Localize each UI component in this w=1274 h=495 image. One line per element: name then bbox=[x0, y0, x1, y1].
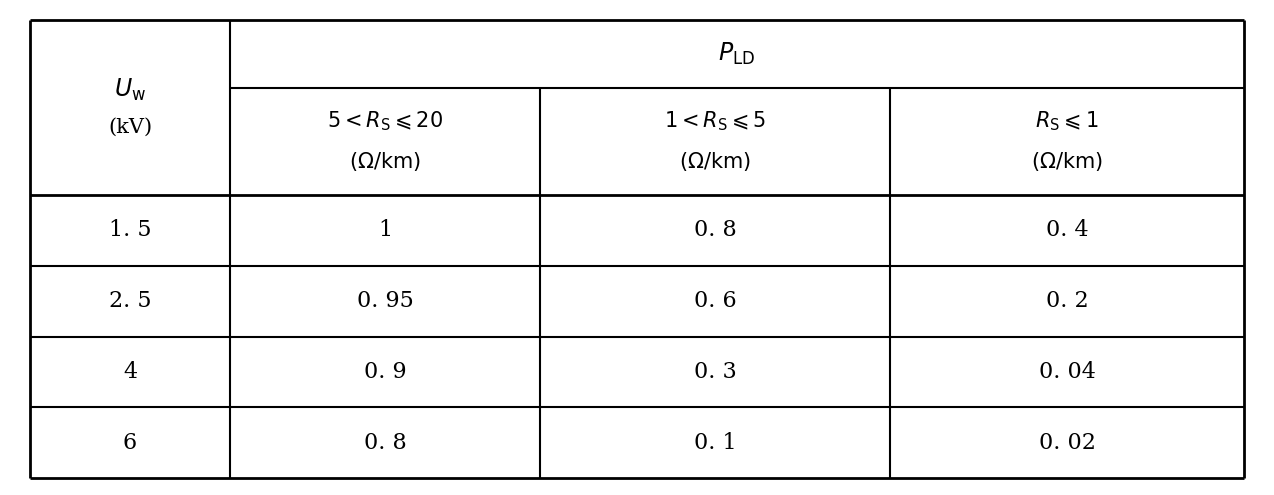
Text: 1: 1 bbox=[378, 219, 392, 242]
Text: 4: 4 bbox=[122, 361, 138, 383]
Text: $R_{\rm S}{\leqslant}1$: $R_{\rm S}{\leqslant}1$ bbox=[1036, 110, 1098, 133]
Text: 0. 8: 0. 8 bbox=[363, 432, 406, 453]
Text: 0. 02: 0. 02 bbox=[1038, 432, 1096, 453]
Text: 6: 6 bbox=[122, 432, 138, 453]
Text: $1{<}R_{\rm S}{\leqslant}5$: $1{<}R_{\rm S}{\leqslant}5$ bbox=[664, 110, 766, 133]
Text: 1. 5: 1. 5 bbox=[108, 219, 152, 242]
Text: 0. 04: 0. 04 bbox=[1038, 361, 1096, 383]
Text: 0. 95: 0. 95 bbox=[357, 290, 413, 312]
Text: 0. 3: 0. 3 bbox=[693, 361, 736, 383]
Text: $(\Omega/{\rm km})$: $(\Omega/{\rm km})$ bbox=[349, 150, 420, 173]
Text: 0. 9: 0. 9 bbox=[363, 361, 406, 383]
Text: (kV): (kV) bbox=[108, 118, 152, 137]
Text: $P_{\rm LD}$: $P_{\rm LD}$ bbox=[719, 41, 755, 67]
Text: 0. 1: 0. 1 bbox=[693, 432, 736, 453]
Text: 2. 5: 2. 5 bbox=[108, 290, 152, 312]
Text: $5{<}R_{\rm S}{\leqslant}20$: $5{<}R_{\rm S}{\leqslant}20$ bbox=[327, 110, 443, 133]
Text: 0. 6: 0. 6 bbox=[693, 290, 736, 312]
Text: $(\Omega/{\rm km})$: $(\Omega/{\rm km})$ bbox=[1031, 150, 1103, 173]
Text: 0. 4: 0. 4 bbox=[1046, 219, 1088, 242]
Text: $(\Omega/{\rm km})$: $(\Omega/{\rm km})$ bbox=[679, 150, 750, 173]
Text: 0. 8: 0. 8 bbox=[693, 219, 736, 242]
Text: $U_{\rm w}$: $U_{\rm w}$ bbox=[113, 76, 147, 102]
Text: 0. 2: 0. 2 bbox=[1046, 290, 1088, 312]
